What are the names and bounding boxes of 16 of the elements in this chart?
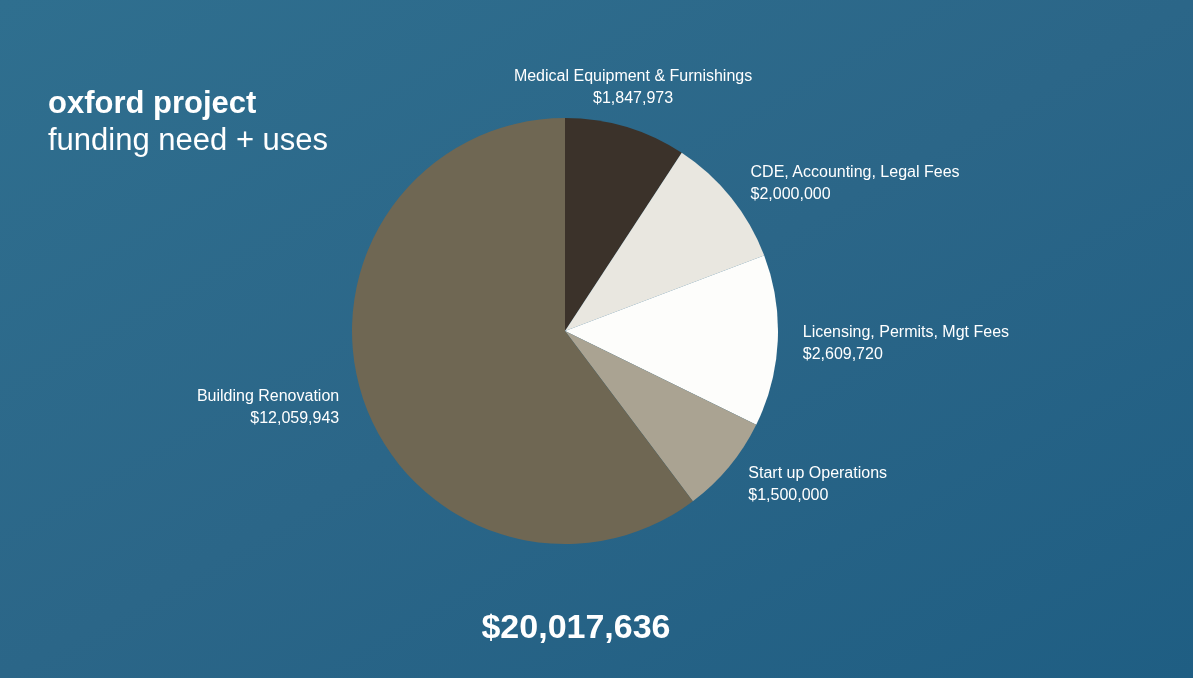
- data-label: $2,609,720: [802, 345, 883, 363]
- slice-label: Medical Equipment & Furnishings: [513, 66, 753, 84]
- slice-label: CDE, Accounting, Legal Fees: [750, 162, 960, 180]
- pie-slice: [565, 255, 778, 425]
- text: oxford project: [48, 85, 257, 120]
- data-label: $2,000,000: [750, 184, 831, 202]
- slice-label: Building Renovation: [196, 387, 340, 405]
- text: $20,017,636: [481, 607, 671, 645]
- pie-slice: [352, 118, 693, 544]
- data-label: $12,059,943: [250, 409, 340, 427]
- data-label: $1,847,973: [593, 88, 674, 106]
- pie-slice: [565, 118, 682, 331]
- data-label: $1,500,000: [748, 485, 829, 503]
- slice-label: Start up Operations: [748, 463, 888, 481]
- slice-label: Licensing, Permits, Mgt Fees: [802, 323, 1010, 341]
- text: funding need + uses: [48, 122, 329, 157]
